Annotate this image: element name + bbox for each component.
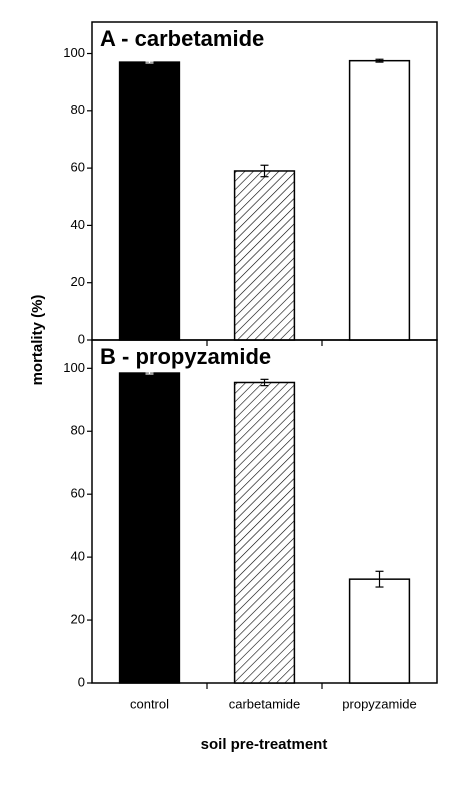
panel-title: A - carbetamide [100, 26, 264, 51]
x-tick-label: carbetamide [229, 696, 301, 711]
panel-title: B - propyzamide [100, 344, 271, 369]
bar [118, 372, 181, 684]
bar [348, 578, 411, 684]
error-bar [260, 378, 269, 387]
y-tick-label: 80 [71, 423, 85, 438]
error-bar [145, 60, 154, 64]
y-tick-label: 20 [71, 612, 85, 627]
x-tick-label: propyzamide [342, 696, 416, 711]
y-axis-label: mortality (%) [29, 295, 46, 386]
y-tick-label: 80 [71, 102, 85, 117]
error-bar [375, 58, 384, 63]
x-axis-label: soil pre-treatment [201, 736, 328, 753]
y-tick-label: 0 [78, 674, 85, 689]
y-tick-label: 0 [78, 331, 85, 346]
y-tick-label: 100 [63, 45, 85, 60]
bar [348, 59, 411, 341]
x-tick-label: control [130, 696, 169, 711]
bar [118, 61, 181, 341]
error-bar [145, 371, 154, 375]
bar [233, 381, 296, 684]
y-tick-label: 20 [71, 274, 85, 289]
y-tick-label: 40 [71, 217, 85, 232]
bar [233, 170, 296, 341]
y-tick-label: 40 [71, 549, 85, 564]
error-bar [375, 570, 384, 588]
error-bar [260, 164, 269, 178]
y-tick-label: 60 [71, 486, 85, 501]
y-tick-label: 60 [71, 160, 85, 175]
y-tick-label: 100 [63, 360, 85, 375]
